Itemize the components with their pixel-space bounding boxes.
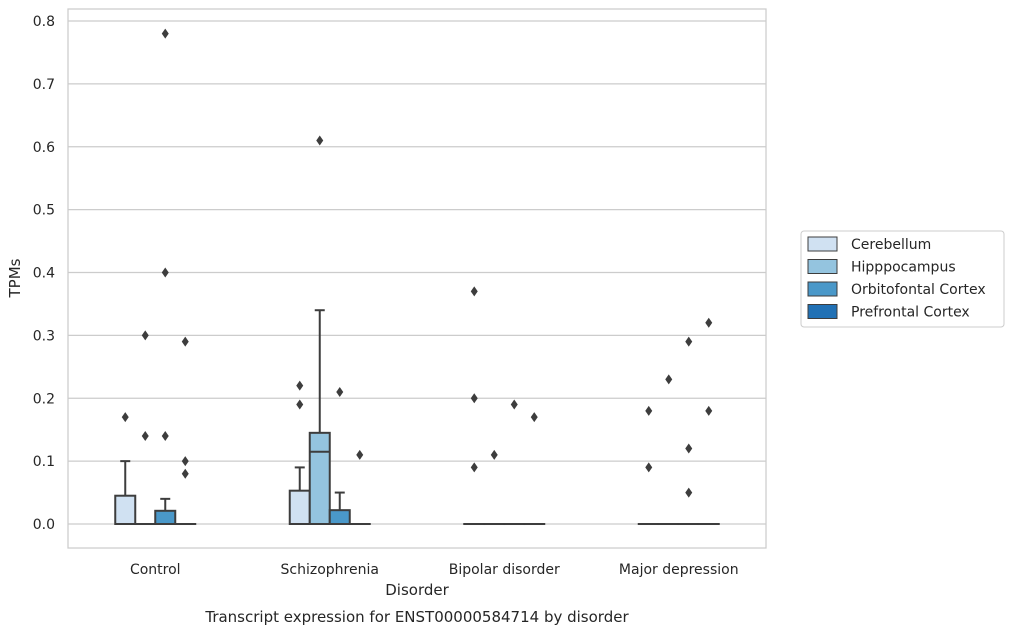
- outlier-point: [121, 412, 129, 423]
- legend-swatch: [807, 304, 838, 319]
- y-tick-label: 0.3: [33, 328, 55, 344]
- outlier-point: [470, 286, 478, 297]
- outlier-point: [356, 449, 364, 460]
- outliers: [121, 28, 713, 498]
- y-tick-labels: 0.0 0.1 0.2 0.3 0.4 0.5 0.6 0.7 0.8: [33, 14, 55, 533]
- y-tick-label: 0.8: [33, 14, 55, 30]
- box: [154, 509, 177, 526]
- legend-swatch: [807, 236, 838, 252]
- outlier-point: [685, 336, 693, 347]
- x-tick-label: Bipolar disorder: [449, 562, 560, 578]
- outlier-point: [336, 386, 344, 397]
- y-axis-title: TPMs: [6, 258, 24, 298]
- outlier-point: [141, 330, 149, 341]
- outlier-point: [141, 430, 149, 441]
- outlier-point: [161, 267, 169, 278]
- y-tick-label: 0.6: [33, 140, 55, 156]
- outlier-point: [316, 135, 324, 146]
- x-tick-label: Schizophrenia: [281, 562, 379, 578]
- outlier-point: [685, 487, 693, 498]
- y-tick-label: 0.5: [33, 203, 55, 219]
- outlier-point: [685, 443, 693, 454]
- outlier-point: [645, 462, 653, 473]
- outlier-point: [490, 449, 498, 460]
- y-tick-label: 0.0: [33, 517, 55, 533]
- legend-label: Prefrontal Cortex: [851, 305, 970, 321]
- x-tick-labels: Control Schizophrenia Bipolar disorder Majo…: [130, 562, 739, 578]
- outlier-point: [705, 405, 713, 416]
- x-tick-label: Control: [130, 562, 181, 578]
- outlier-point: [705, 317, 713, 328]
- legend: Cerebellum Hipppocampus Orbitofontal Corte…: [800, 230, 1005, 328]
- outlier-point: [181, 336, 189, 347]
- outlier-point: [296, 380, 304, 391]
- legend-swatch: [807, 281, 838, 297]
- legend-frame: [800, 230, 1005, 328]
- y-tick-label: 0.7: [33, 77, 55, 93]
- legend-swatch: [807, 259, 838, 274]
- outlier-point: [296, 399, 304, 410]
- outlier-point: [181, 456, 189, 467]
- legend-label: Hipppocampus: [851, 260, 956, 276]
- box: [114, 494, 137, 525]
- outlier-point: [470, 393, 478, 404]
- legend-label: Orbitofontal Cortex: [851, 282, 986, 298]
- x-axis-title: Disorder: [385, 581, 449, 599]
- outlier-point: [161, 430, 169, 441]
- outlier-point: [181, 468, 189, 479]
- gridlines: [68, 20, 766, 525]
- box: [308, 431, 331, 525]
- plot-area-frame: [67, 8, 767, 549]
- y-tick-label: 0.4: [33, 266, 55, 282]
- chart-caption: Transcript expression for ENST0000058471…: [204, 608, 629, 626]
- y-tick-label: 0.1: [33, 454, 55, 470]
- outlier-point: [470, 462, 478, 473]
- outlier-point: [510, 399, 518, 410]
- outlier-point: [665, 374, 673, 385]
- outlier-point: [161, 28, 169, 39]
- outlier-point: [645, 405, 653, 416]
- x-tick-label: Major depression: [619, 562, 739, 578]
- outlier-point: [530, 412, 538, 423]
- boxes: [114, 309, 720, 526]
- legend-label: Cerebellum: [851, 237, 931, 253]
- y-tick-label: 0.2: [33, 391, 55, 407]
- box: [328, 509, 351, 526]
- box: [288, 489, 311, 525]
